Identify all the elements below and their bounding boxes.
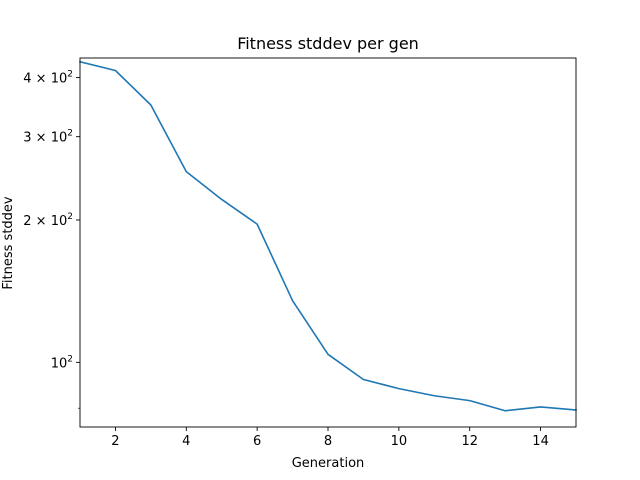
x-tick-label: 14 — [532, 434, 549, 449]
y-axis-label: Fitness stddev — [1, 196, 16, 290]
x-tick-label: 2 — [111, 434, 119, 449]
y-axis: 102 2 × 102 3 × 102 4 × 102 — [23, 70, 80, 409]
series-line-0 — [79, 60, 577, 412]
x-tick-label: 10 — [391, 434, 408, 449]
x-tick-label: 6 — [253, 434, 261, 449]
x-axis: 2 4 6 8 10 12 14 — [111, 427, 549, 449]
y-tick-label: 102 — [51, 354, 73, 371]
x-axis-label: Generation — [292, 456, 365, 471]
y-tick-label: 3 × 102 — [23, 129, 73, 146]
plot-area — [79, 57, 577, 428]
x-tick-label: 4 — [182, 434, 190, 449]
x-tick-label: 12 — [461, 434, 478, 449]
x-tick-label: 8 — [324, 434, 332, 449]
chart-title: Fitness stddev per gen — [237, 34, 419, 53]
y-tick-label: 4 × 102 — [23, 70, 73, 87]
y-tick-label: 2 × 102 — [23, 212, 73, 229]
